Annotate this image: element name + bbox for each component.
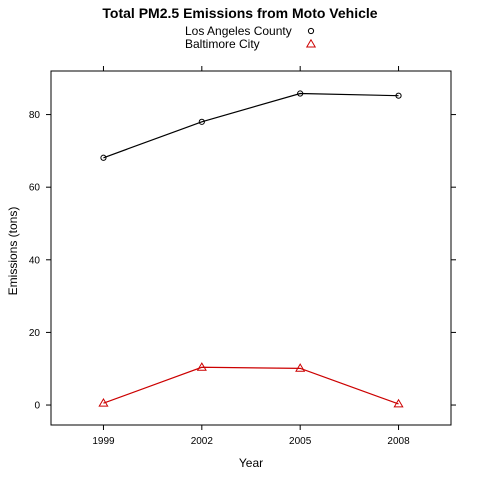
data-point [196,362,207,371]
chart-title: Total PM2.5 Emissions from Moto Vehicle [102,5,377,21]
y-tick-label: 0 [34,401,40,412]
legend-label: Baltimore City [185,37,260,51]
y-tick-label: 80 [29,110,41,121]
y-tick-label: 40 [29,255,41,266]
x-tick-label: 2008 [387,436,410,447]
series-line [103,92,399,159]
y-axis: 0 20 40 60 80 [29,110,456,412]
x-tick-label: 2005 [289,436,312,447]
data-point [98,398,109,407]
data-point [393,398,404,408]
series-1 [98,362,404,408]
series-group [98,90,404,408]
legend-marker [307,27,315,35]
legend-marker [305,38,317,48]
x-tick-label: 1999 [92,436,115,447]
data-point [395,92,402,99]
y-axis-label: Emissions (tons) [6,207,20,296]
series-line [103,366,399,405]
data-point [198,118,205,125]
y-tick-label: 60 [29,183,41,194]
x-tick-label: 2002 [191,436,214,447]
series-0 [100,90,402,161]
data-point [295,363,306,372]
data-point [297,90,304,97]
x-axis-label: Year [239,456,263,470]
plot-frame [50,70,452,426]
y-tick-label: 20 [29,328,41,339]
x-axis: 1999 2002 2005 2008 [92,66,410,447]
data-point [100,154,107,161]
legend-label: Los Angeles County [185,24,292,38]
